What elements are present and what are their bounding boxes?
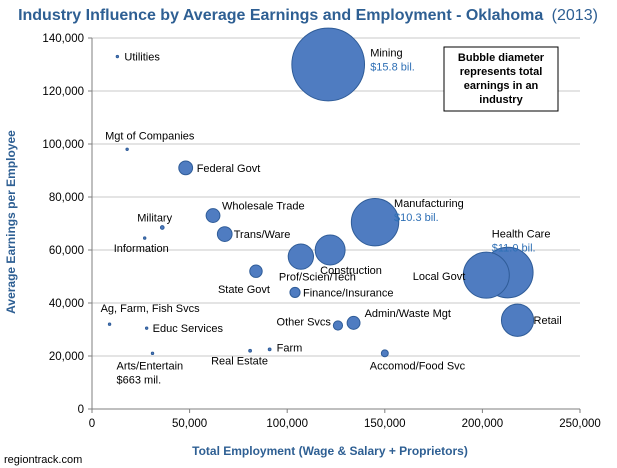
bubble-other-svcs: [332, 320, 344, 331]
bubble-construction: [314, 234, 346, 266]
x-tick-label: 150,000: [364, 418, 406, 430]
note-box: [443, 46, 559, 112]
x-tick-label: 100,000: [266, 418, 308, 430]
chart-title-main: Industry Influence by Average Earnings a…: [18, 7, 543, 24]
x-tick-label: 50,000: [172, 418, 207, 430]
bubble-admin-waste-mgt: [346, 315, 361, 330]
bubble-ag-farm-fish-svcs: [107, 322, 112, 326]
bubble-sublabel-manufacturing: $10.3 bil.: [394, 212, 439, 224]
bubble-real-estate: [248, 348, 252, 353]
bubble-sublabel-mining: $15.8 bil.: [370, 62, 415, 74]
bubble-label-other-svcs: Other Svcs: [277, 317, 332, 329]
legend-note: Bubble diameter represents total earnings …: [443, 46, 559, 112]
bubble-wholesale-trade: [205, 208, 221, 223]
chart-title: Industry Influence by Average Earnings a…: [18, 7, 598, 24]
bubble-local-govt: [462, 251, 510, 299]
x-tick-label: 200,000: [462, 418, 504, 430]
y-tick-label: 0: [78, 404, 84, 416]
y-tick-label: 140,000: [42, 33, 84, 45]
x-tick-label: 250,000: [559, 418, 601, 430]
bubble-retail: [500, 303, 535, 337]
chart-title-year: (2013): [552, 7, 598, 24]
bubble-label-trans-ware: Trans/Ware: [234, 229, 291, 241]
x-axis-label: Total Employment (Wage & Salary + Propri…: [192, 444, 468, 458]
bubble-label-mgt-of-companies: Mgt of Companies: [105, 130, 195, 142]
note-line: earnings in an: [464, 80, 539, 92]
bubble-label-accomod-food-svc: Accomod/Food Svc: [370, 360, 466, 372]
note-line: industry: [479, 94, 523, 106]
bubble-label-construction: Construction: [320, 265, 382, 277]
bubble-accomod-food-svc: [380, 349, 389, 358]
y-tick-label: 60,000: [49, 245, 84, 257]
bubble-label-local-govt: Local Govt: [413, 271, 466, 283]
bubble-label-mining: Mining: [370, 48, 402, 60]
note-line: Bubble diameter: [458, 52, 545, 64]
bubble-trans-ware: [216, 226, 233, 242]
bubble-military: [159, 225, 165, 230]
bubble-label-farm: Farm: [277, 342, 303, 354]
bubble-label-military: Military: [137, 212, 172, 224]
note-line: represents total: [460, 66, 543, 78]
bubble-label-finance-insurance: Finance/Insurance: [303, 287, 394, 299]
y-tick-label: 100,000: [42, 139, 84, 151]
bubble-mgt-of-companies: [125, 147, 129, 152]
bubble-federal-govt: [178, 160, 194, 176]
bubble-label-educ-services: Educ Services: [153, 323, 224, 335]
y-axis-label: Average Earnings per Employee: [4, 130, 18, 314]
bubble-state-govt: [249, 264, 263, 278]
bubble-prof-scien-tech: [287, 243, 315, 270]
source-credit: regiontrack.com: [4, 454, 82, 466]
bubble-label-arts-entertain: Arts/Entertain: [117, 360, 184, 372]
bubble-sublabel-health-care: $11.0 bil.: [492, 243, 536, 255]
y-tick-label: 20,000: [49, 351, 84, 363]
bubble-label-utilities: Utilities: [124, 52, 160, 64]
bubble-label-real-estate: Real Estate: [211, 356, 268, 368]
bubble-label-wholesale-trade: Wholesale Trade: [222, 201, 305, 213]
bubble-arts-entertain: [150, 351, 155, 356]
bubble-mining: [291, 27, 366, 102]
y-tick-label: 80,000: [49, 192, 84, 204]
bubble-label-health-care: Health Care: [492, 229, 551, 241]
bubble-educ-services: [144, 326, 149, 330]
bubble-label-prof-scien-tech: Prof/Scien/Tech: [279, 272, 356, 284]
bubble-label-information: Information: [114, 243, 169, 255]
bubble-finance-insurance: [289, 286, 301, 298]
bubble-label-state-govt: State Govt: [218, 284, 270, 296]
bubble-sublabel-arts-entertain: $663 mil.: [117, 374, 162, 386]
axes: 0 20,000 40,000 60,000 80,000 100,000 120,000 1…: [42, 33, 600, 430]
bubble-manufacturing: [350, 197, 400, 247]
bubble-label-ag-farm-fish-svcs: Ag, Farm, Fish Svcs: [101, 303, 201, 315]
bubble-information: [143, 236, 147, 240]
bubble-farm: [267, 347, 272, 352]
bubble-label-retail: Retail: [534, 315, 562, 327]
bubble-label-manufacturing: Manufacturing: [394, 198, 464, 210]
y-tick-label: 120,000: [42, 86, 84, 98]
x-tick-label: 0: [89, 418, 95, 430]
bubble-labels: Utilities Mining $15.8 bil. Mgt of Companie…: [101, 48, 562, 387]
bubble-utilities: [115, 54, 120, 59]
bubble-label-federal-govt: Federal Govt: [197, 163, 261, 175]
y-tick-label: 40,000: [49, 298, 84, 310]
bubbles: [107, 27, 535, 358]
bubble-label-admin-waste-mgt: Admin/Waste Mgt: [365, 308, 451, 320]
